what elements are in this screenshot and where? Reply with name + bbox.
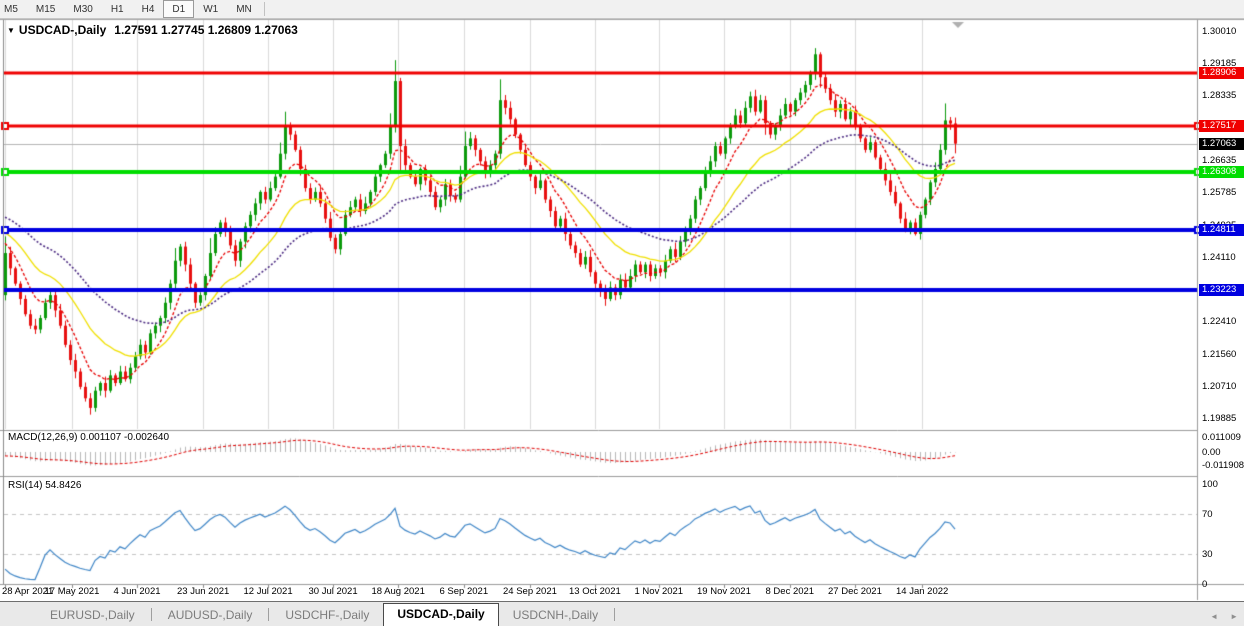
tab-divider bbox=[614, 608, 616, 621]
price-axis-label: 1.26635 bbox=[1202, 155, 1237, 166]
date-axis-label: 28 Apr 2021 bbox=[2, 586, 54, 597]
date-axis-label: 13 Oct 2021 bbox=[569, 586, 621, 597]
symbol-tab-usdcad[interactable]: USDCAD-,Daily bbox=[383, 603, 499, 626]
timeframe-toolbar: M5 M15 M30 H1 H4 D1 W1 MN bbox=[0, 0, 1244, 19]
date-axis-label: 19 Nov 2021 bbox=[697, 586, 751, 597]
tab-divider bbox=[150, 608, 152, 621]
price-axis-label: 1.22410 bbox=[1202, 316, 1237, 327]
date-axis-label: 12 Jul 2021 bbox=[243, 586, 293, 597]
price-axis-label: 1.25785 bbox=[1202, 187, 1237, 198]
price-axis-label: 1.19885 bbox=[1202, 413, 1237, 424]
timeframe-button-d1[interactable]: D1 bbox=[163, 0, 195, 18]
price-level-badge: 1.27517 bbox=[1199, 120, 1244, 132]
price-axis-label: 1.20710 bbox=[1202, 381, 1237, 392]
symbol-tab-eurusd[interactable]: EURUSD-,Daily bbox=[50, 608, 135, 622]
timeframe-button-m15[interactable]: M15 bbox=[35, 3, 56, 15]
chart-menu-triangle-icon[interactable]: ▼ bbox=[7, 26, 15, 35]
rsi-axis-label: 100 bbox=[1202, 479, 1218, 490]
timeframe-button-mn[interactable]: MN bbox=[236, 3, 252, 15]
timeframe-button-m30[interactable]: M30 bbox=[73, 3, 93, 15]
date-axis-label: 24 Sep 2021 bbox=[503, 586, 557, 597]
timeframe-button-h4[interactable]: H4 bbox=[141, 3, 155, 15]
symbol-tab-usdcnh[interactable]: USDCNH-,Daily bbox=[512, 608, 599, 622]
price-axis-label: 1.24110 bbox=[1202, 252, 1236, 263]
tab-scroll-left-icon[interactable]: ◄ bbox=[1210, 612, 1219, 621]
symbol-tab-audusd[interactable]: AUDUSD-,Daily bbox=[167, 608, 253, 622]
chart-ohlc-values: 1.27591 1.27745 1.26809 1.27063 bbox=[114, 23, 298, 37]
timeframe-button-h1[interactable]: H1 bbox=[110, 3, 124, 15]
price-level-badge: 1.23223 bbox=[1199, 284, 1244, 296]
price-level-badge: 1.28906 bbox=[1199, 67, 1244, 79]
macd-axis-label: 0.00 bbox=[1202, 447, 1221, 458]
timeframe-button-w1[interactable]: W1 bbox=[203, 3, 219, 15]
macd-axis-label: -0.011908 bbox=[1202, 460, 1244, 471]
price-axis-label: 1.28335 bbox=[1202, 90, 1237, 101]
price-axis-label: 1.21560 bbox=[1202, 349, 1237, 360]
symbol-tab-bar: EURUSD-,Daily AUDUSD-,Daily USDCHF-,Daily U… bbox=[0, 601, 1244, 626]
toolbar-separator bbox=[263, 2, 265, 16]
chart-title: ▼ USDCAD-,Daily 1.27591 1.27745 1.26809 1.… bbox=[7, 23, 298, 37]
date-axis-label: 17 May 2021 bbox=[44, 586, 100, 597]
tab-scroll-right-icon[interactable]: ► bbox=[1230, 612, 1238, 621]
date-axis-label: 30 Jul 2021 bbox=[308, 586, 358, 597]
date-axis-label: 8 Dec 2021 bbox=[765, 586, 815, 597]
date-axis-label: 23 Jun 2021 bbox=[177, 586, 230, 597]
price-axis-label: 1.29185 bbox=[1202, 58, 1237, 69]
macd-indicator-label: MACD(12,26,9) 0.001107 -0.002640 bbox=[8, 432, 170, 443]
timeframe-button-m5[interactable]: M5 bbox=[4, 3, 18, 15]
current-price-badge: 1.27063 bbox=[1199, 138, 1244, 150]
symbol-tab-usdchf[interactable]: USDCHF-,Daily bbox=[285, 608, 370, 622]
rsi-axis-label: 0 bbox=[1202, 579, 1208, 590]
rsi-axis-label: 70 bbox=[1202, 509, 1213, 520]
date-axis-label: 14 Jan 2022 bbox=[896, 586, 949, 597]
date-axis-label: 27 Dec 2021 bbox=[828, 586, 882, 597]
price-axis-label: 1.30010 bbox=[1202, 26, 1237, 37]
date-axis-label: 6 Sep 2021 bbox=[439, 586, 489, 597]
price-level-badge: 1.24811 bbox=[1199, 224, 1244, 236]
date-axis-label: 1 Nov 2021 bbox=[634, 586, 684, 597]
price-level-badge: 1.26308 bbox=[1199, 166, 1244, 178]
date-axis-label: 4 Jun 2021 bbox=[113, 586, 161, 597]
tab-divider bbox=[268, 608, 270, 621]
chart-symbol-label: USDCAD-,Daily bbox=[18, 23, 107, 37]
rsi-axis-label: 30 bbox=[1202, 549, 1213, 560]
rsi-indicator-label: RSI(14) 54.8426 bbox=[8, 480, 82, 491]
date-axis-label: 18 Aug 2021 bbox=[371, 586, 425, 597]
macd-axis-label: 0.011009 bbox=[1202, 432, 1241, 443]
